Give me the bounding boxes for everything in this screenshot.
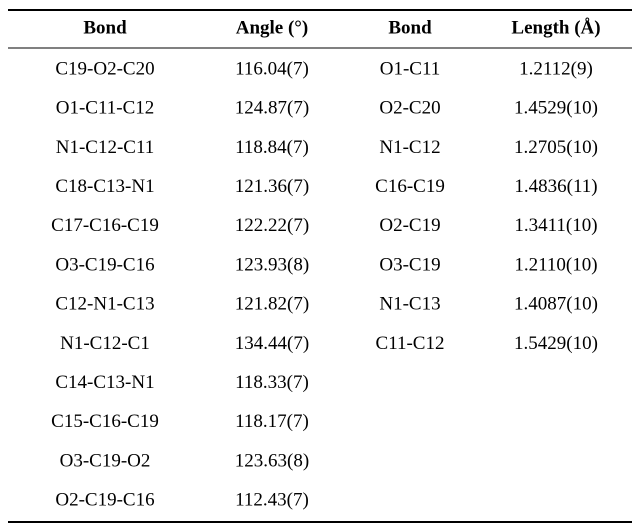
cell: C16-C19	[375, 176, 445, 197]
cell: 1.4087(10)	[514, 294, 598, 315]
cell: C17-C16-C19	[51, 215, 159, 236]
cell: O2-C19	[379, 215, 440, 236]
cell: 1.4529(10)	[514, 98, 598, 119]
cell: O3-C19-O2	[60, 450, 151, 471]
cell: 118.17(7)	[235, 411, 309, 432]
cell: 116.04(7)	[235, 58, 309, 79]
cell: C14-C13-N1	[55, 372, 154, 393]
cell: 1.2705(10)	[514, 137, 598, 158]
cell: 118.84(7)	[235, 137, 309, 158]
cell: 1.3411(10)	[514, 215, 597, 236]
cell: 123.63(8)	[235, 450, 309, 471]
cell: O3-C19-C16	[55, 254, 154, 275]
cell: C12-N1-C13	[55, 294, 154, 315]
cell: 1.4836(11)	[514, 176, 597, 197]
cell: O1-C11-C12	[56, 98, 155, 119]
cell: 1.5429(10)	[514, 333, 598, 354]
header-cell: Bond	[83, 17, 127, 38]
cell: 118.33(7)	[235, 372, 309, 393]
cell: 121.82(7)	[235, 294, 309, 315]
cell: 112.43(7)	[235, 490, 309, 511]
cell: O3-C19	[379, 254, 440, 275]
cell: 121.36(7)	[235, 176, 309, 197]
cell: 134.44(7)	[235, 333, 309, 354]
cell: N1-C12	[379, 137, 440, 158]
cell: N1-C12-C1	[60, 333, 150, 354]
cell: O1-C11	[380, 58, 441, 79]
cell: N1-C12-C11	[56, 137, 155, 158]
cell: 122.22(7)	[235, 215, 309, 236]
cell: 123.93(8)	[235, 254, 309, 275]
cell: 1.2112(9)	[519, 58, 593, 79]
cell: C19-O2-C20	[55, 58, 154, 79]
cell: C18-C13-N1	[55, 176, 154, 197]
cell: O2-C20	[379, 98, 440, 119]
cell: 1.2110(10)	[514, 254, 597, 275]
header-cell: Length (Å)	[511, 17, 600, 38]
cell: O2-C19-C16	[55, 490, 154, 511]
cell: N1-C13	[379, 294, 440, 315]
header-cell: Angle (°)	[236, 17, 309, 38]
cell: C11-C12	[376, 333, 445, 354]
cell: C15-C16-C19	[51, 411, 159, 432]
header-cell: Bond	[388, 17, 432, 38]
cell: 124.87(7)	[235, 98, 309, 119]
